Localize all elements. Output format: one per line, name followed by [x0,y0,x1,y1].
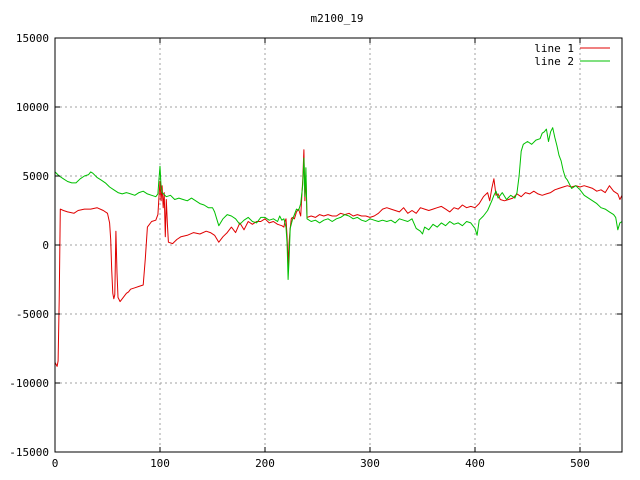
legend-label-1: line 1 [534,42,574,55]
y-tick-label: 0 [42,239,49,252]
x-tick-label: 300 [360,457,380,470]
y-tick-label: 15000 [16,32,49,45]
chart-title: m2100_19 [311,12,364,25]
series-line-2 [54,127,623,280]
axis-ticks: -15000 -10000 -5000 0 5000 10000 15000 0 100 200 3… [9,32,622,470]
y-tick-label: -5000 [16,308,49,321]
y-tick-label: 5000 [23,170,50,183]
y-tick-label: -15000 [9,446,49,459]
grid [55,38,622,452]
legend-label-2: line 2 [534,55,574,68]
x-tick-label: 200 [255,457,275,470]
series-lines [54,127,623,367]
y-tick-label: 10000 [16,101,49,114]
y-tick-label: -10000 [9,377,49,390]
x-tick-label: 100 [150,457,170,470]
x-tick-label: 0 [52,457,59,470]
x-tick-label: 400 [465,457,485,470]
series-line-1 [54,149,623,367]
x-tick-label: 500 [570,457,590,470]
